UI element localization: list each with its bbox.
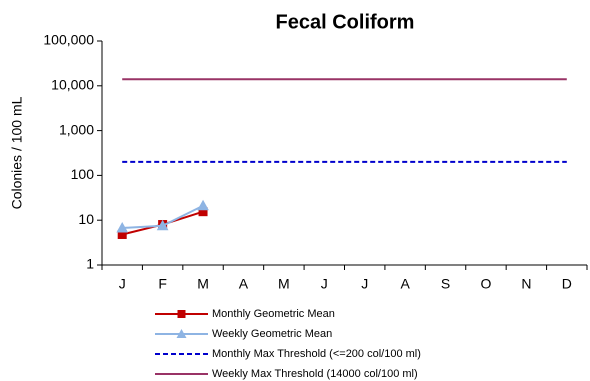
- legend-label: Weekly Geometric Mean: [212, 328, 332, 340]
- x-tick-label: J: [361, 276, 368, 292]
- x-tick-label: D: [562, 276, 572, 292]
- y-axis-label: Colonies / 100 mL: [9, 96, 25, 209]
- y-tick-label: 100,000: [43, 32, 94, 48]
- y-tick-label: 1,000: [59, 121, 94, 137]
- x-tick-label: A: [239, 276, 249, 292]
- legend-label: Monthly Max Threshold (<=200 col/100 ml): [212, 348, 421, 360]
- x-tick-label: J: [119, 276, 126, 292]
- y-tick-label: 1: [86, 256, 94, 272]
- x-tick-label: N: [521, 276, 531, 292]
- x-tick-label: J: [321, 276, 328, 292]
- y-tick-label: 10,000: [51, 77, 94, 93]
- legend-marker: [177, 310, 186, 318]
- x-tick-label: A: [400, 276, 410, 292]
- data-point: [197, 199, 209, 211]
- data-point: [116, 221, 129, 233]
- legend-marker: [176, 329, 187, 338]
- legend-label: Weekly Max Threshold (14000 col/100 ml): [212, 368, 418, 380]
- legend-label: Monthly Geometric Mean: [212, 308, 335, 320]
- x-tick-label: O: [481, 276, 492, 292]
- x-tick-label: S: [441, 276, 450, 292]
- y-tick-label: 100: [71, 166, 95, 182]
- y-tick-label: 10: [78, 211, 94, 227]
- x-tick-label: M: [197, 276, 209, 292]
- x-tick-label: F: [158, 276, 167, 292]
- chart-title: Fecal Coliform: [276, 11, 415, 33]
- data-point: [156, 219, 169, 231]
- x-tick-label: M: [278, 276, 290, 292]
